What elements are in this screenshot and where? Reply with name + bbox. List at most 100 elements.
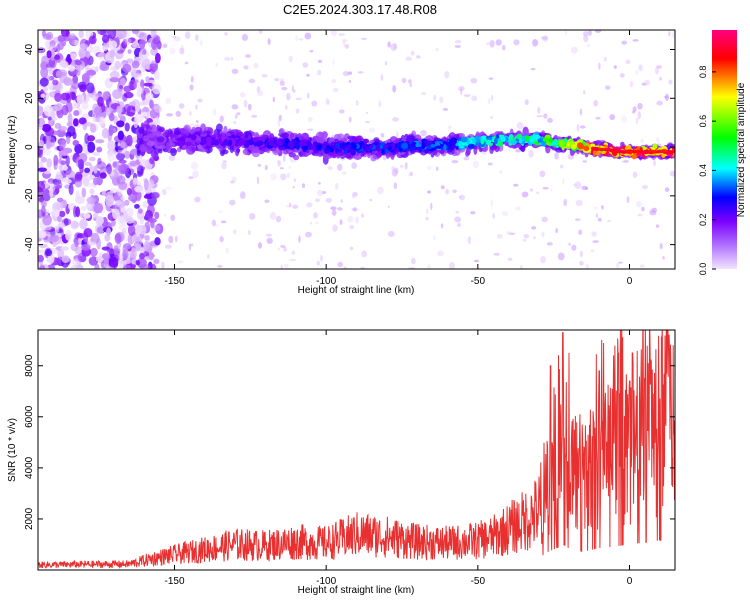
spectrogram-cell: [74, 240, 79, 248]
spectrogram-cell: [42, 214, 52, 226]
spectrogram-cell: [231, 104, 239, 110]
spectrogram-cell: [631, 110, 636, 114]
spectrogram-cell: [420, 129, 427, 137]
spectrogram-cell: [442, 107, 449, 111]
spectrogram-cell: [320, 254, 323, 262]
spectrogram-cell: [426, 142, 430, 147]
spectrogram-cell: [598, 147, 606, 151]
spectrogram-cell: [165, 186, 173, 190]
spectrogram-cell: [139, 216, 145, 225]
spectrogram-cell: [381, 149, 385, 154]
spectrogram-cell: [408, 266, 415, 269]
spectrogram-cell: [656, 65, 663, 69]
spectrogram-cell: [141, 111, 148, 117]
spectrogram-cell: [470, 211, 476, 215]
spectrogram-cell: [513, 183, 519, 187]
spectrogram-cell: [132, 73, 143, 78]
spectrogram-cell: [146, 133, 155, 139]
spectrogram-cell: [540, 256, 547, 264]
spectrogram-cell: [42, 33, 52, 40]
spectrogram-cell: [234, 114, 238, 119]
spectrogram-cell: [539, 170, 546, 178]
spectrogram-cell: [435, 166, 439, 171]
spectrogram-cell: [648, 149, 657, 153]
spectrogram-cell: [108, 257, 119, 268]
spectrogram-cell: [490, 199, 494, 207]
spectrogram-cell: [459, 194, 466, 201]
spectrogram-cell: [562, 178, 565, 185]
spectrogram-cell: [145, 76, 150, 83]
spectrogram-cell: [223, 125, 228, 135]
spectrogram-cell: [67, 112, 73, 125]
y-tick-label: -20: [24, 188, 35, 203]
spectrogram-cell: [218, 137, 223, 144]
spectrogram-cell: [583, 35, 589, 43]
spectrogram-panel: -150 -100 -50 0 -40 -20 0 20 40 Height of straig…: [7, 29, 676, 296]
spectrogram-cell: [531, 226, 537, 230]
spectrogram-cell: [55, 70, 63, 79]
spectrogram-cell: [181, 44, 184, 53]
spectrogram-cell: [541, 216, 548, 223]
spectrogram-cell: [535, 191, 540, 195]
spectrogram-cell: [88, 44, 94, 53]
spectrogram-cell: [83, 212, 91, 219]
spectrogram-cell: [138, 126, 145, 134]
spectrogram-cell: [323, 141, 328, 146]
spectrogram-cell: [49, 186, 54, 198]
spectrogram-cell: [56, 197, 64, 203]
spectrogram-cell: [490, 116, 494, 119]
spectrogram-cell: [116, 152, 125, 161]
spectrogram-cell: [156, 136, 165, 143]
spectrogram-cell: [97, 157, 102, 165]
spectrogram-cell: [191, 126, 196, 134]
spectrogram-cell: [134, 103, 141, 113]
spectrogram-cell: [109, 77, 120, 83]
spectrogram-cell: [244, 54, 251, 58]
spectrogram-cell: [217, 210, 224, 213]
spectrogram-cell: [73, 110, 80, 117]
spectrogram-cell: [455, 210, 460, 214]
spectrogram-cell: [529, 188, 534, 192]
spectrogram-cell: [206, 136, 212, 142]
spectrogram-cell: [280, 132, 290, 139]
spectrogram-cell: [123, 242, 132, 250]
spectrogram-cell: [152, 36, 160, 45]
spectrogram-cell: [116, 30, 127, 39]
spectrogram-cell: [93, 202, 104, 214]
spectrogram-cell: [253, 137, 259, 142]
spectrogram-cell: [537, 107, 541, 114]
spectrogram-cell: [440, 223, 444, 229]
spectrogram-cell: [570, 46, 578, 54]
spectrogram-cell: [97, 30, 107, 36]
spectrogram-cell: [492, 213, 496, 219]
spectrogram-cell: [48, 68, 53, 76]
spectrogram-cell: [138, 32, 148, 41]
spectrogram-cell: [172, 35, 177, 39]
spectrogram-cell: [361, 213, 365, 218]
spectrogram-cell: [124, 199, 130, 206]
spectrogram-cell: [655, 224, 660, 228]
spectrogram-cell: [351, 143, 357, 150]
spectrogram-cell: [163, 213, 167, 217]
spectrogram-cell: [43, 147, 51, 156]
spectrogram-cell: [245, 142, 250, 147]
spectrogram-cell: [576, 124, 580, 132]
spectrogram-cell: [53, 154, 59, 166]
spectrogram-cell: [418, 145, 422, 153]
spectrogram-cell: [57, 34, 66, 43]
colorbar-tick-label: 0.6: [698, 115, 708, 128]
spectrogram-cell: [199, 40, 203, 46]
spectrogram-cell: [59, 60, 69, 68]
spectrogram-cell: [176, 137, 183, 142]
spectrogram-cell: [119, 205, 126, 213]
spectrogram-cell: [81, 73, 90, 82]
spectrogram-cell: [288, 165, 292, 169]
spectrogram-cell: [54, 54, 61, 60]
spectrogram-cell: [38, 167, 47, 172]
spectrogram-cell: [195, 104, 198, 110]
spectrogram-cell: [59, 143, 66, 152]
spectrogram-cell: [654, 67, 660, 75]
spectrogram-cell: [81, 243, 91, 251]
spectrogram-cell: [282, 149, 289, 155]
spectrogram-cell: [387, 145, 392, 151]
